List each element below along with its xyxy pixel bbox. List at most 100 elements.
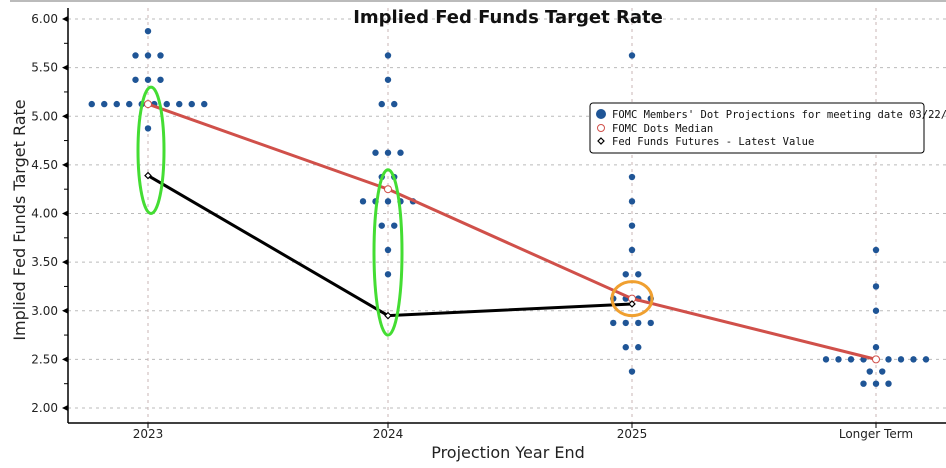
dot-projection	[872, 380, 880, 387]
y-tick-label: 6.00	[31, 12, 58, 26]
dot-projection	[860, 380, 867, 387]
legend: FOMC Members' Dot Projections for meetin…	[589, 102, 946, 154]
y-tick-label: 2.50	[31, 352, 58, 366]
dot-projection	[622, 271, 629, 278]
dot-projection	[647, 319, 654, 327]
median-marker	[384, 185, 392, 194]
legend-box	[589, 102, 925, 154]
dot-projection	[126, 100, 133, 108]
dot-projection	[872, 307, 880, 314]
dot-projection	[397, 149, 404, 156]
dot-projection	[132, 52, 139, 59]
legend-median-icon	[597, 124, 605, 132]
dot-projection	[113, 100, 120, 108]
dot-projection	[88, 100, 95, 108]
dot-projection	[378, 100, 385, 108]
dot-projection	[391, 100, 398, 108]
futures-line	[147, 174, 633, 318]
grid	[68, 8, 946, 423]
chart-title: Implied Fed Funds Target Rate	[353, 7, 663, 28]
median-marker	[872, 355, 880, 364]
y-tick-mark	[62, 356, 68, 363]
y-tick-mark	[62, 161, 68, 168]
dot-projection	[610, 319, 617, 327]
y-tick-mark	[62, 113, 68, 120]
dot-projection	[847, 356, 855, 363]
median-marker	[144, 100, 152, 109]
x-tick-label: Longer Term	[839, 427, 913, 441]
dot-projection	[144, 76, 152, 83]
dot-projection	[157, 76, 164, 83]
dot-projection	[144, 52, 152, 59]
dot-projection	[635, 271, 642, 278]
y-ticks: 2.00 2.50 3.00 3.50 4.00 4.50 5.00 5.50 6.00	[31, 12, 68, 415]
y-tick-mark	[62, 259, 68, 266]
dot-projection	[622, 319, 629, 327]
y-tick-mark	[62, 405, 68, 411]
dot-projection	[622, 344, 629, 351]
dot-projection	[628, 246, 636, 254]
dot-projection	[384, 271, 392, 278]
dot-projection	[922, 356, 930, 363]
dot-projection	[201, 100, 208, 108]
dot-projection	[384, 149, 392, 156]
dot-projection	[144, 27, 152, 35]
y-tick-label: 2.00	[31, 401, 58, 415]
median-line	[147, 102, 877, 361]
dot-projection	[885, 380, 892, 387]
legend-item-dots: FOMC Members' Dot Projections for meetin…	[612, 109, 946, 121]
dot-projection	[101, 100, 108, 108]
dot-projection	[872, 344, 880, 351]
legend-item-median: FOMC Dots Median	[612, 123, 713, 135]
dot-projection	[635, 344, 642, 351]
dot-projection	[628, 368, 636, 375]
dot-projection	[378, 222, 385, 229]
legend-dot-icon	[596, 109, 606, 119]
dot-projection	[384, 198, 392, 205]
y-tick-label: 5.00	[31, 109, 58, 123]
y-tick-label: 4.50	[31, 158, 58, 172]
y-tick-label: 3.50	[31, 255, 58, 269]
x-tick-label: 2023	[133, 427, 164, 441]
y-tick-label: 4.00	[31, 207, 58, 221]
series-lines	[144, 100, 880, 364]
y-tick-mark	[62, 64, 68, 71]
x-ticks: 2023 2024 2025 Longer Term	[133, 423, 913, 441]
dot-projection	[628, 198, 636, 205]
dot-projection	[176, 100, 183, 108]
dot-projection	[157, 52, 164, 59]
x-tick-label: 2024	[373, 427, 404, 441]
y-axis-label: Implied Fed Funds Target Rate	[10, 99, 29, 340]
annotations	[136, 85, 654, 337]
highlight-ellipse	[136, 85, 166, 216]
x-axis-label: Projection Year End	[431, 443, 585, 462]
dot-projection	[866, 368, 873, 375]
y-tick-label: 3.00	[31, 304, 58, 318]
dot-projection	[188, 100, 195, 108]
x-tick-label: 2025	[617, 427, 648, 441]
dot-projection	[910, 356, 917, 363]
dot-projections	[88, 27, 930, 387]
highlight-ellipse	[610, 280, 654, 318]
dot-projection	[872, 246, 880, 254]
dot-projection	[835, 356, 842, 363]
legend-item-futures: Fed Funds Futures - Latest Value	[612, 136, 814, 148]
dot-projection	[144, 125, 152, 132]
dot-projection	[384, 52, 392, 59]
dot-projection	[384, 246, 392, 254]
dot-projection	[359, 198, 367, 205]
dot-projection	[628, 52, 636, 59]
dot-projection	[132, 76, 139, 83]
legend-diamond-icon	[597, 137, 605, 145]
highlight-ellipse	[372, 168, 404, 337]
y-tick-label: 5.50	[31, 61, 58, 75]
dot-projection	[635, 319, 642, 327]
dot-projection	[879, 368, 886, 375]
y-tick-mark	[62, 307, 68, 314]
dot-projection	[872, 283, 880, 290]
dot-projection	[628, 222, 636, 229]
y-tick-mark	[62, 210, 68, 217]
futures-marker	[628, 300, 636, 308]
dot-projection	[897, 356, 905, 363]
